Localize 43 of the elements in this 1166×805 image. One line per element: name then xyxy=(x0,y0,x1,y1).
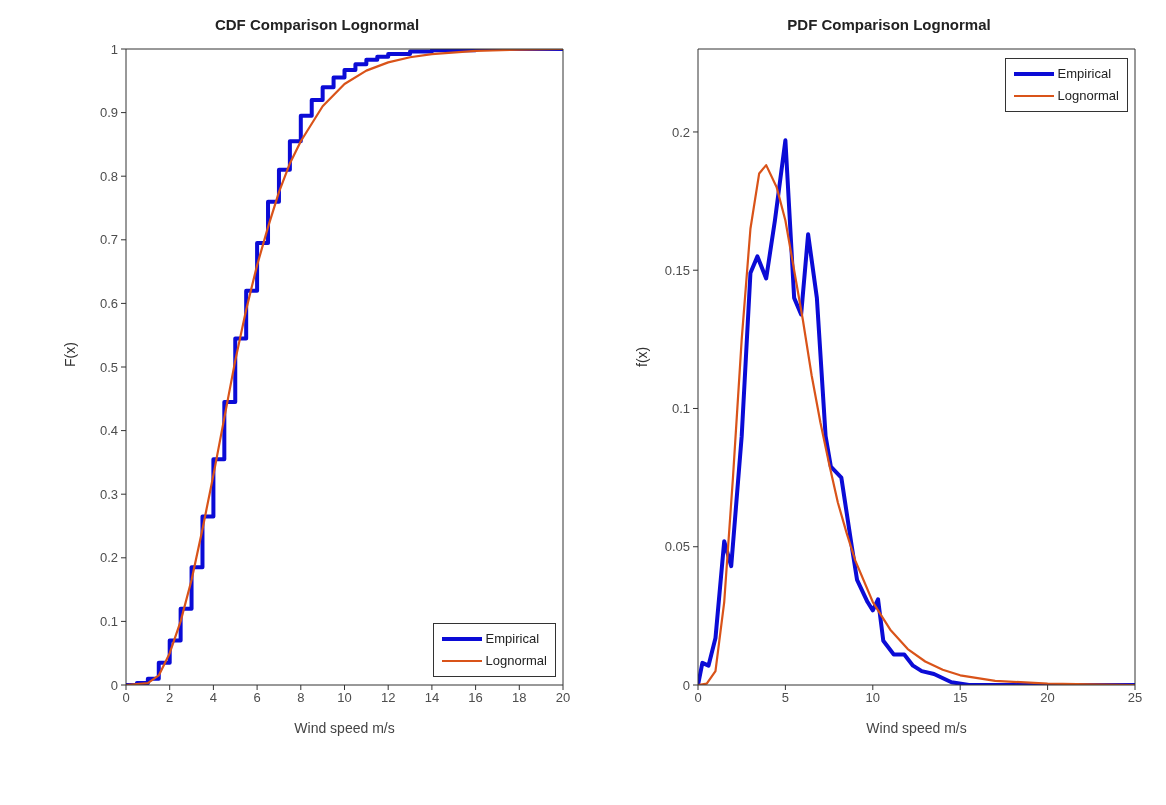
x-tick-label: 8 xyxy=(297,690,305,706)
y-tick-label: 0.2 xyxy=(671,124,690,140)
y-tick-label: 0.4 xyxy=(99,423,118,439)
x-tick-label: 25 xyxy=(1127,690,1143,706)
x-tick-label: 16 xyxy=(468,690,483,706)
x-tick-label: 12 xyxy=(380,690,396,706)
x-tick-label: 0 xyxy=(694,690,702,706)
y-tick-label: 0.7 xyxy=(99,232,118,248)
y-tick-label: 0 xyxy=(110,677,118,693)
x-tick-label: 10 xyxy=(865,690,881,706)
chart-title: CDF Comparison Lognormal xyxy=(213,16,421,33)
y-tick-label: 0.9 xyxy=(99,105,118,121)
x-tick-label: 2 xyxy=(166,690,174,706)
y-tick-label: 0.5 xyxy=(99,359,118,375)
chart-title: PDF Comparison Lognormal xyxy=(786,16,992,33)
y-tick-label: 0.05 xyxy=(664,539,690,555)
x-tick-label: 10 xyxy=(337,690,352,706)
x-tick-label: 14 xyxy=(424,690,440,706)
y-tick-label: 0.3 xyxy=(99,486,118,502)
x-tick-label: 4 xyxy=(209,690,218,706)
y-tick-label: 0.8 xyxy=(99,168,118,184)
legend-label: Lognormal xyxy=(485,652,547,670)
y-axis-title: F(x) xyxy=(61,342,78,367)
y-tick-label: 0.6 xyxy=(99,296,118,312)
x-tick-label: 0 xyxy=(122,690,130,706)
x-tick-label: 5 xyxy=(781,690,790,706)
y-tick-label: 0.1 xyxy=(671,401,690,417)
y-tick-label: 0 xyxy=(682,677,690,693)
legend-label: Empirical xyxy=(1057,65,1112,83)
x-tick-label: 18 xyxy=(512,690,527,706)
x-axis-title: Wind speed m/s xyxy=(866,720,967,736)
x-tick-label: 20 xyxy=(555,690,571,706)
y-axis-title: f(x) xyxy=(633,346,650,367)
y-tick-label: 1 xyxy=(110,41,118,57)
legend-label: Empirical xyxy=(485,630,540,648)
legend-label: Lognormal xyxy=(1057,87,1119,105)
x-tick-label: 20 xyxy=(1040,690,1055,706)
y-tick-label: 0.1 xyxy=(99,614,118,630)
x-axis-title: Wind speed m/s xyxy=(294,720,395,736)
x-tick-label: 6 xyxy=(253,690,261,706)
y-tick-label: 0.2 xyxy=(99,550,118,566)
y-tick-label: 0.15 xyxy=(664,262,690,278)
x-tick-label: 15 xyxy=(952,690,968,706)
